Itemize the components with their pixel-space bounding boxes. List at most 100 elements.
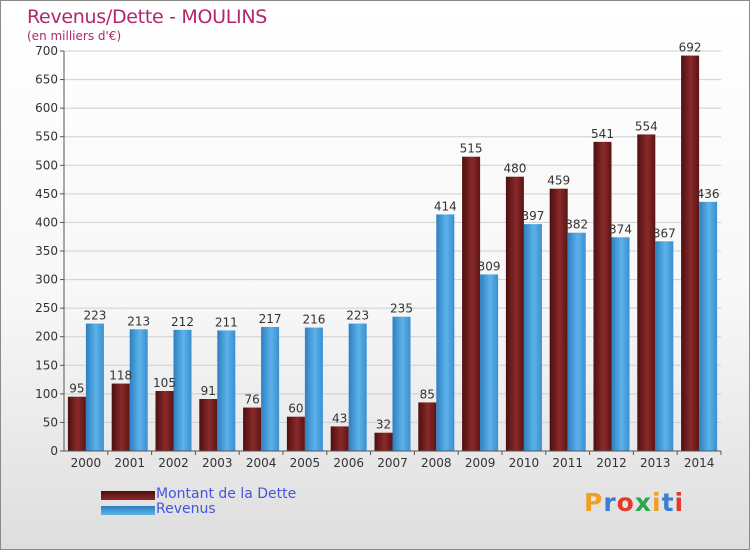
data-label-revenus: 235 — [390, 302, 413, 316]
data-label-dette: 692 — [679, 41, 702, 55]
data-label-dette: 118 — [109, 369, 132, 383]
bar-dette — [505, 176, 524, 451]
data-label-revenus: 374 — [609, 222, 632, 236]
bar-dette — [199, 399, 218, 451]
y-tick-label: 550 — [35, 130, 58, 144]
x-tick-label: 2004 — [246, 456, 277, 470]
bar-dette — [462, 156, 481, 451]
y-tick-label: 300 — [35, 273, 58, 287]
proxiti-logo: Proxiti — [584, 488, 684, 517]
chart-title: Revenus/Dette - MOULINS — [27, 6, 268, 28]
data-label-dette: 43 — [332, 411, 347, 425]
bar-revenus — [217, 330, 236, 451]
bar-revenus — [436, 214, 455, 451]
bar-revenus — [304, 327, 323, 451]
x-tick-label: 2002 — [158, 456, 189, 470]
x-tick-label: 2006 — [333, 456, 364, 470]
bar-revenus — [173, 329, 192, 451]
bar-dette — [286, 416, 305, 451]
legend-label-revenus: Revenus — [156, 501, 216, 517]
x-tick-label: 2009 — [465, 456, 496, 470]
x-tick-label: 2003 — [202, 456, 233, 470]
data-label-dette: 105 — [153, 376, 176, 390]
bar-dette — [67, 396, 86, 451]
data-label-dette: 95 — [69, 382, 84, 396]
y-tick-label: 200 — [35, 330, 58, 344]
bar-revenus — [348, 323, 367, 451]
bar-dette — [374, 432, 393, 451]
logo-letter: r — [603, 488, 617, 517]
legend-label-dette: Montant de la Dette — [156, 486, 297, 502]
bar-revenus — [392, 316, 411, 451]
logo-letter: x — [634, 488, 652, 517]
bar-revenus — [523, 224, 542, 451]
y-tick-label: 450 — [35, 187, 58, 201]
y-tick-label: 250 — [35, 301, 58, 315]
bar-revenus — [85, 323, 104, 451]
data-label-dette: 32 — [376, 418, 391, 432]
bar-dette — [155, 391, 174, 451]
bar-dette — [418, 402, 437, 451]
axis-layer: 0 50 100 150 200 250 300 350 400 450 500 550 600 650 7… — [35, 44, 722, 470]
data-label-revenus: 211 — [215, 315, 238, 329]
y-tick-label: 350 — [35, 244, 58, 258]
data-label-revenus: 414 — [434, 199, 457, 213]
data-label-dette: 515 — [460, 142, 483, 156]
logo-letter: o — [616, 488, 635, 517]
bar-dette — [243, 407, 262, 451]
y-tick-label: 500 — [35, 158, 58, 172]
data-label-revenus: 223 — [346, 309, 369, 323]
bar-revenus — [261, 327, 280, 451]
bar-revenus — [611, 237, 630, 451]
data-label-dette: 554 — [635, 119, 658, 133]
y-tick-label: 50 — [43, 415, 58, 429]
x-tick-label: 2011 — [552, 456, 583, 470]
bar-dette — [549, 188, 568, 451]
data-label-dette: 85 — [420, 387, 435, 401]
bar-revenus — [480, 274, 499, 451]
data-label-revenus: 397 — [521, 209, 544, 223]
data-label-revenus: 367 — [653, 226, 676, 240]
x-tick-label: 2007 — [377, 456, 408, 470]
data-label-revenus: 436 — [697, 187, 720, 201]
bar-revenus — [567, 232, 586, 451]
data-label-dette: 459 — [547, 174, 570, 188]
x-tick-label: 2008 — [421, 456, 452, 470]
bar-revenus — [129, 329, 148, 451]
data-label-revenus: 223 — [83, 309, 106, 323]
legend-swatch-dette — [101, 491, 155, 500]
bar-dette — [111, 383, 130, 451]
labels-layer: 95 223 118 213 105 212 91 211 76 217 60 216 43 223 32 2… — [69, 41, 719, 432]
data-label-dette: 76 — [244, 393, 259, 407]
data-label-revenus: 212 — [171, 315, 194, 329]
data-label-revenus: 213 — [127, 314, 150, 328]
bar-revenus — [699, 201, 718, 451]
bars-layer — [67, 55, 718, 451]
y-tick-label: 0 — [50, 444, 58, 458]
x-tick-label: 2013 — [640, 456, 671, 470]
data-label-dette: 480 — [503, 162, 526, 176]
bar-revenus — [655, 241, 674, 451]
x-tick-label: 2012 — [596, 456, 627, 470]
data-label-revenus: 309 — [478, 259, 501, 273]
legend-swatch-revenus — [101, 506, 155, 515]
logo-letter: i — [674, 488, 685, 517]
y-tick-label: 150 — [35, 358, 58, 372]
y-tick-label: 600 — [35, 101, 58, 115]
data-label-dette: 541 — [591, 127, 614, 141]
logo-letter: t — [661, 488, 675, 517]
bar-dette — [637, 134, 656, 451]
logo-letter: i — [652, 488, 662, 517]
bar-dette — [681, 55, 700, 451]
data-label-revenus: 217 — [259, 312, 282, 326]
y-tick-label: 100 — [35, 387, 58, 401]
x-tick-label: 2001 — [114, 456, 145, 470]
data-label-revenus: 216 — [302, 313, 325, 327]
bar-dette — [330, 426, 349, 451]
data-label-dette: 91 — [201, 384, 216, 398]
x-tick-label: 2005 — [290, 456, 321, 470]
y-tick-label: 400 — [35, 215, 58, 229]
y-tick-label: 700 — [35, 44, 58, 58]
